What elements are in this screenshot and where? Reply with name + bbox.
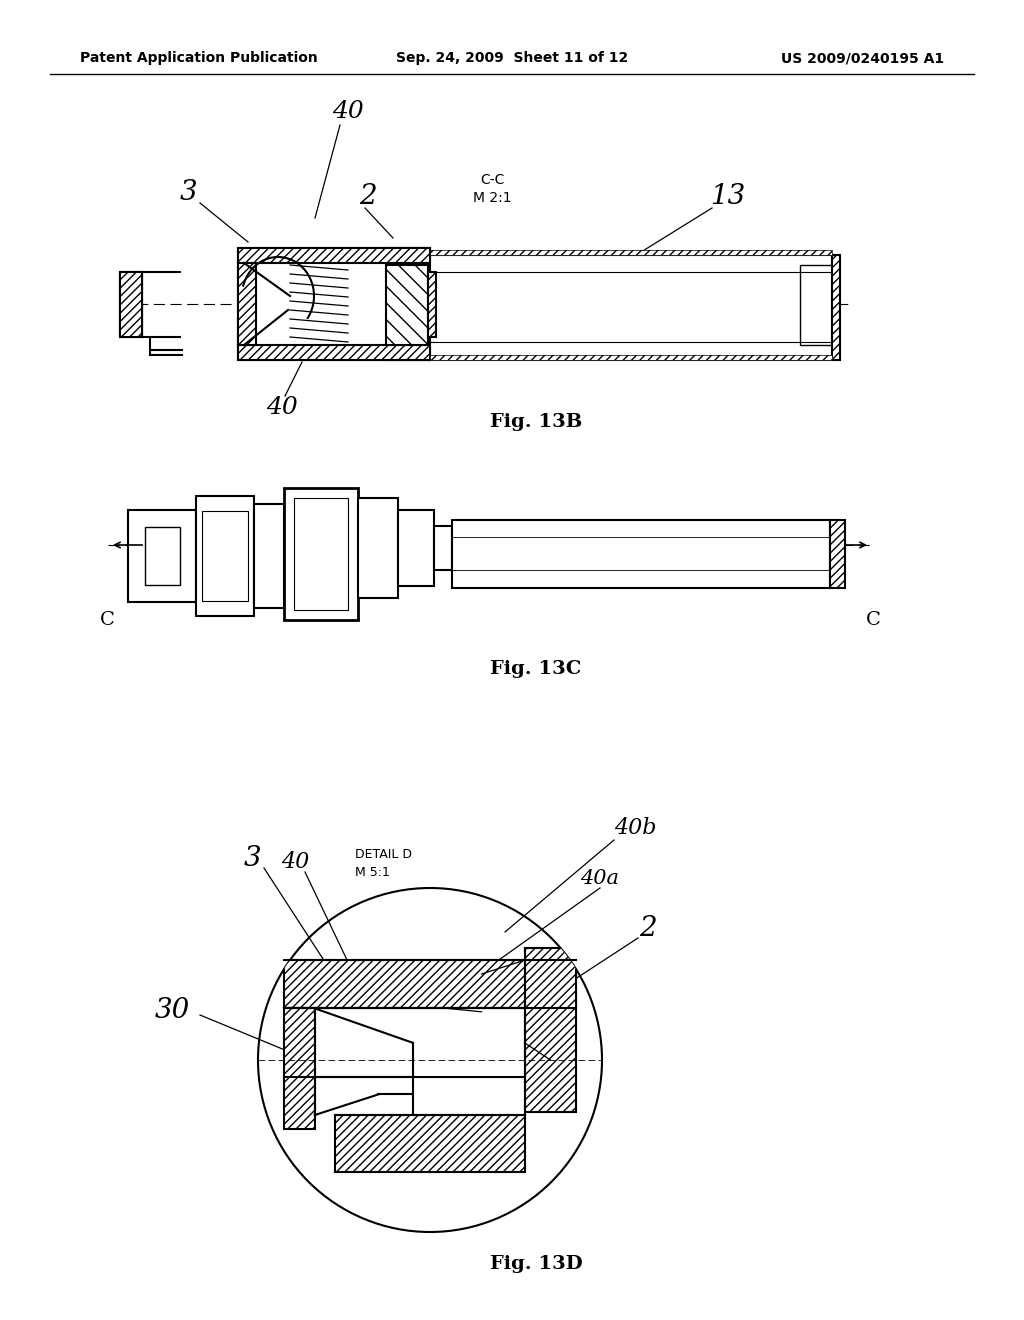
Bar <box>524 948 577 1111</box>
Bar <box>428 272 436 337</box>
Bar <box>831 255 840 360</box>
Bar <box>238 263 256 345</box>
Bar <box>145 527 180 585</box>
Text: 40: 40 <box>281 851 309 873</box>
Bar <box>294 498 348 610</box>
Text: 13: 13 <box>711 182 745 210</box>
Text: 30: 30 <box>155 997 189 1023</box>
Bar <box>358 498 398 598</box>
Bar <box>430 249 831 255</box>
Bar <box>800 265 835 345</box>
Text: M 5:1: M 5:1 <box>355 866 390 879</box>
Bar <box>238 248 430 263</box>
Text: Patent Application Publication: Patent Application Publication <box>80 51 317 65</box>
Bar <box>284 1008 314 1129</box>
Bar <box>430 355 831 360</box>
Text: Fig. 13B: Fig. 13B <box>490 413 583 432</box>
Bar <box>196 496 254 616</box>
Bar <box>284 488 358 620</box>
Circle shape <box>258 888 602 1232</box>
Text: 40: 40 <box>266 396 298 420</box>
Text: C: C <box>865 611 881 630</box>
Bar <box>430 355 831 360</box>
Text: C-C: C-C <box>480 173 504 187</box>
Text: Fig. 13C: Fig. 13C <box>490 660 582 678</box>
Bar <box>434 525 452 570</box>
Bar <box>128 510 196 602</box>
Bar <box>284 1008 314 1129</box>
Bar <box>398 510 434 586</box>
Bar <box>238 263 256 345</box>
Text: 40a: 40a <box>581 869 620 887</box>
Text: 3: 3 <box>243 845 261 871</box>
Text: Sep. 24, 2009  Sheet 11 of 12: Sep. 24, 2009 Sheet 11 of 12 <box>396 51 628 65</box>
Bar <box>430 255 835 360</box>
Bar <box>336 1115 524 1172</box>
Text: C: C <box>99 611 115 630</box>
Text: DETAIL D: DETAIL D <box>355 849 412 862</box>
Bar <box>202 511 248 601</box>
Bar <box>238 248 430 263</box>
Bar <box>336 1115 524 1172</box>
Bar <box>120 272 142 337</box>
Text: US 2009/0240195 A1: US 2009/0240195 A1 <box>781 51 944 65</box>
Text: Fig. 13D: Fig. 13D <box>490 1255 583 1272</box>
Bar <box>284 960 577 1008</box>
Text: 40b: 40b <box>613 817 656 840</box>
Bar <box>386 265 428 345</box>
Bar <box>238 248 430 360</box>
Text: M 2:1: M 2:1 <box>473 191 511 205</box>
Bar <box>238 345 430 360</box>
Bar <box>120 272 142 337</box>
Bar <box>830 520 845 587</box>
Bar <box>428 272 436 337</box>
Text: 40: 40 <box>332 100 364 124</box>
Bar <box>386 265 428 345</box>
Bar <box>830 520 845 587</box>
Bar <box>430 249 831 255</box>
Bar <box>831 255 840 360</box>
Bar <box>284 960 577 1008</box>
Bar <box>452 520 830 587</box>
Text: 3: 3 <box>179 178 197 206</box>
Bar <box>238 345 430 360</box>
Text: 2: 2 <box>639 915 656 941</box>
Bar <box>120 272 142 337</box>
Text: 2: 2 <box>359 183 377 210</box>
Bar <box>254 504 284 609</box>
Bar <box>524 948 577 1111</box>
